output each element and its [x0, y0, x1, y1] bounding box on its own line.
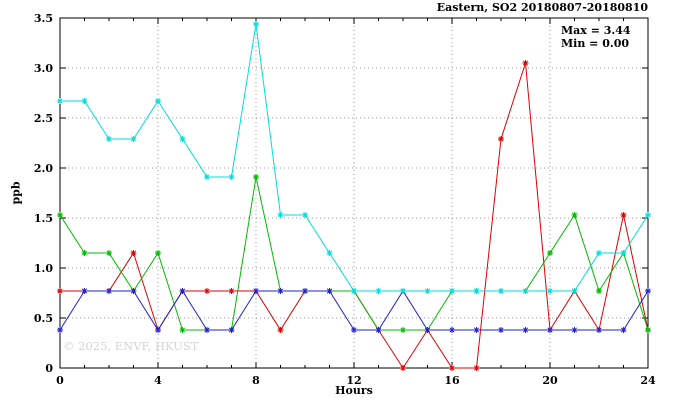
- watermark: © 2025, ENVF, HKUST: [63, 339, 199, 353]
- x-tick-label: 12: [346, 374, 361, 387]
- y-tick-label: 3.5: [34, 12, 53, 25]
- y-tick-label: 2.5: [34, 112, 53, 125]
- series-green-line: [59, 176, 649, 331]
- x-tick-label: 8: [252, 374, 260, 387]
- min-label: Min = 0.00: [561, 37, 630, 50]
- stats-annotation: Max = 3.44 Min = 0.00: [561, 24, 631, 50]
- y-tick-label: 0.5: [34, 312, 53, 325]
- x-axis-label: Hours: [335, 384, 373, 397]
- x-tick-label: 20: [542, 374, 558, 387]
- y-axis-label: ppb: [9, 181, 23, 205]
- x-tick-label: 4: [154, 374, 162, 387]
- x-tick-label: 24: [640, 374, 656, 387]
- y-tick-label: 1.0: [34, 262, 53, 275]
- chart-title: Eastern, SO2 20180807-20180810: [436, 1, 648, 14]
- y-tick-label: 1.5: [34, 212, 53, 225]
- x-tick-label: 16: [444, 374, 460, 387]
- x-tick-label: 0: [56, 374, 64, 387]
- series-blue-markers: [57, 288, 651, 333]
- series-green-markers: [57, 174, 651, 333]
- series-cyan-markers: [57, 21, 651, 294]
- y-tick-label: 2.0: [34, 162, 53, 175]
- max-label: Max = 3.44: [561, 24, 631, 37]
- y-tick-label: 3.0: [34, 62, 53, 75]
- y-tick-label: 0: [45, 362, 53, 375]
